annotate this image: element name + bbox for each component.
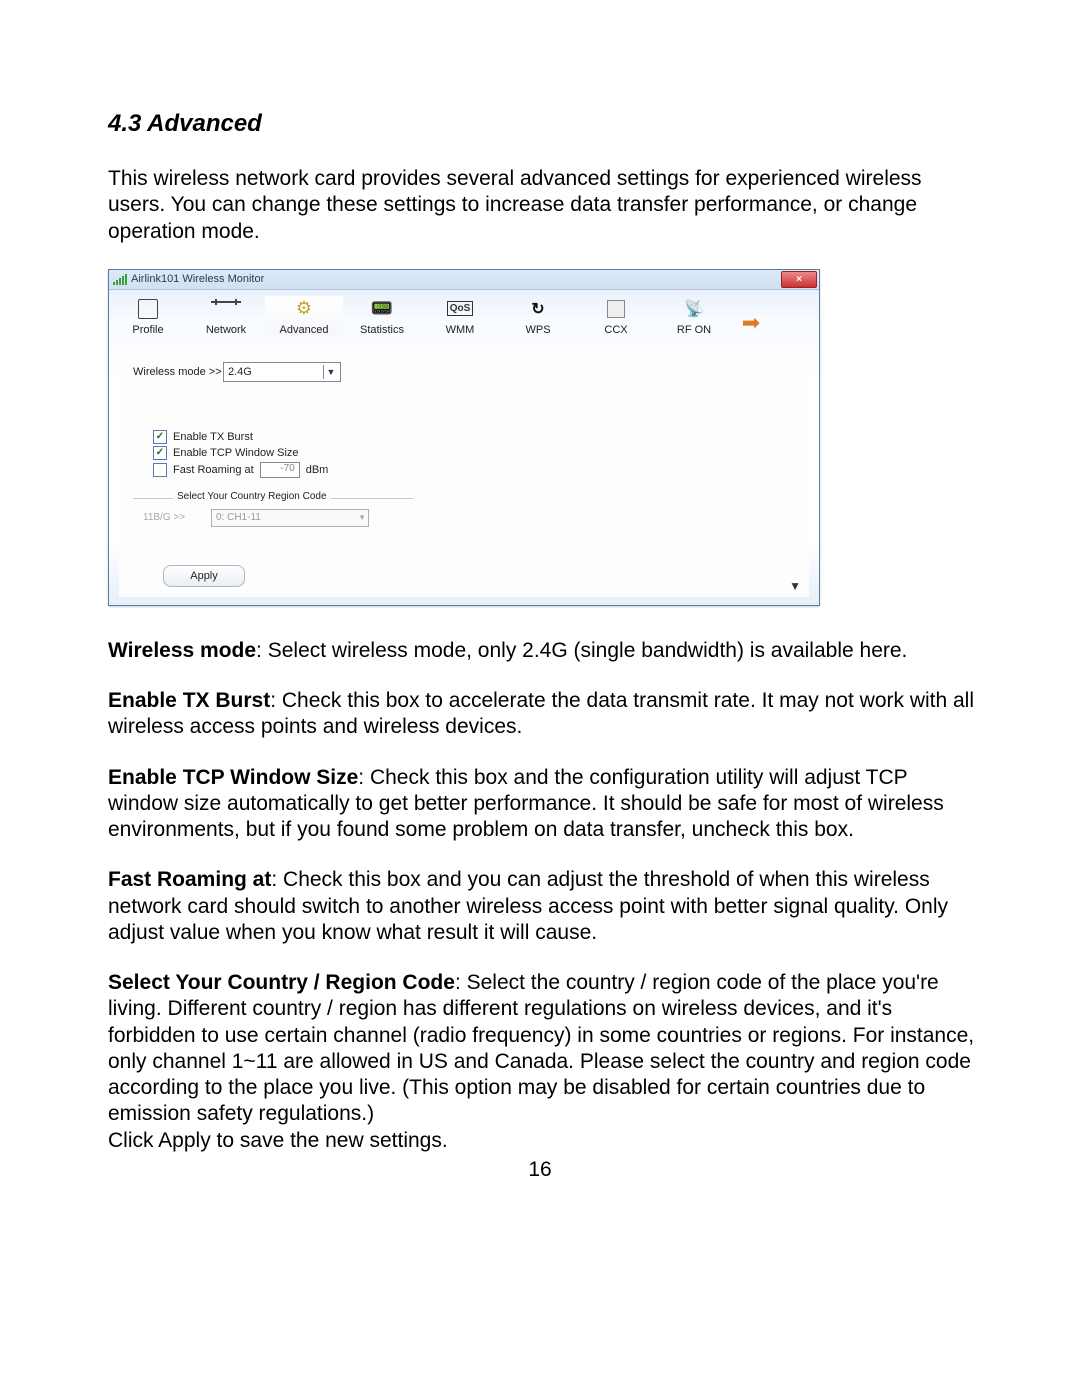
gears-icon: ⚙	[296, 298, 312, 319]
advanced-pane: Wireless mode >> 2.4G ▼ Enable TX Burst …	[119, 350, 809, 597]
apply-button[interactable]: Apply	[163, 565, 245, 587]
intro-text: This wireless network card provides seve…	[108, 166, 975, 245]
tab-label: WMM	[421, 324, 499, 336]
app-window: Airlink101 Wireless Monitor × Profile Ne…	[108, 269, 820, 606]
tab-label: WPS	[499, 324, 577, 336]
toolbar: Profile Network ⚙ Advanced 📟 Statistics …	[109, 290, 819, 340]
tab-label: Network	[187, 324, 265, 336]
tab-rf-on[interactable]: 📡 RF ON	[655, 296, 733, 336]
tab-ccx[interactable]: CCX	[577, 296, 655, 336]
tcp-window-label: Enable TCP Window Size	[173, 447, 299, 459]
desc-tx-burst: Enable TX Burst: Check this box to accel…	[108, 688, 975, 741]
chevron-down-icon: ▼	[358, 513, 366, 522]
tab-statistics[interactable]: 📟 Statistics	[343, 296, 421, 336]
page-number: 16	[0, 1158, 1080, 1182]
tab-network[interactable]: Network	[187, 296, 265, 336]
wireless-mode-select[interactable]: 2.4G ▼	[223, 362, 341, 382]
ccx-icon	[607, 300, 625, 318]
region-select[interactable]: 0: CH1-11 ▼	[211, 509, 369, 527]
desc-region-code: Select Your Country / Region Code: Selec…	[108, 970, 975, 1154]
tx-burst-label: Enable TX Burst	[173, 431, 253, 443]
wireless-mode-value: 2.4G	[228, 366, 252, 378]
section-heading: 4.3 Advanced	[108, 110, 975, 138]
tab-label: CCX	[577, 324, 655, 336]
region-prefix: 11B/G >>	[143, 512, 203, 523]
tcp-window-checkbox[interactable]	[153, 446, 167, 460]
chevron-down-icon: ▼	[323, 365, 338, 379]
signal-icon	[113, 273, 127, 285]
antenna-icon: 📡	[684, 299, 704, 319]
tab-label: Profile	[109, 324, 187, 336]
desc-wireless-mode: Wireless mode: Select wireless mode, onl…	[108, 638, 975, 664]
tab-advanced[interactable]: ⚙ Advanced	[265, 296, 343, 336]
roaming-value-input[interactable]: -70	[260, 462, 300, 478]
wps-icon: ↻	[531, 299, 544, 319]
desc-tcp-window: Enable TCP Window Size: Check this box a…	[108, 765, 975, 844]
region-fieldset: Select Your Country Region Code 11B/G >>…	[133, 498, 413, 535]
wireless-mode-label: Wireless mode >>	[133, 366, 223, 378]
fast-roaming-label: Fast Roaming at	[173, 464, 254, 476]
collapse-icon[interactable]: ▼	[789, 579, 801, 593]
arrow-right-icon: ➡	[742, 310, 760, 335]
profile-icon	[138, 299, 158, 319]
region-value: 0: CH1-11	[216, 512, 261, 523]
tab-label: RF ON	[655, 324, 733, 336]
close-button[interactable]: ×	[781, 271, 817, 288]
statistics-icon: 📟	[371, 298, 393, 319]
desc-fast-roaming: Fast Roaming at: Check this box and you …	[108, 867, 975, 946]
window-title: Airlink101 Wireless Monitor	[131, 273, 264, 285]
tab-wmm[interactable]: QoS WMM	[421, 296, 499, 336]
tab-profile[interactable]: Profile	[109, 296, 187, 336]
window-titlebar: Airlink101 Wireless Monitor ×	[109, 270, 819, 290]
tab-wps[interactable]: ↻ WPS	[499, 296, 577, 336]
fast-roaming-checkbox[interactable]	[153, 463, 167, 477]
roaming-unit: dBm	[306, 464, 329, 476]
tab-label: Statistics	[343, 324, 421, 336]
qos-icon: QoS	[447, 301, 474, 316]
tx-burst-checkbox[interactable]	[153, 430, 167, 444]
next-arrow[interactable]: ➡	[733, 310, 769, 336]
tab-label: Advanced	[265, 324, 343, 336]
region-legend: Select Your Country Region Code	[173, 491, 331, 502]
network-icon	[211, 301, 241, 317]
